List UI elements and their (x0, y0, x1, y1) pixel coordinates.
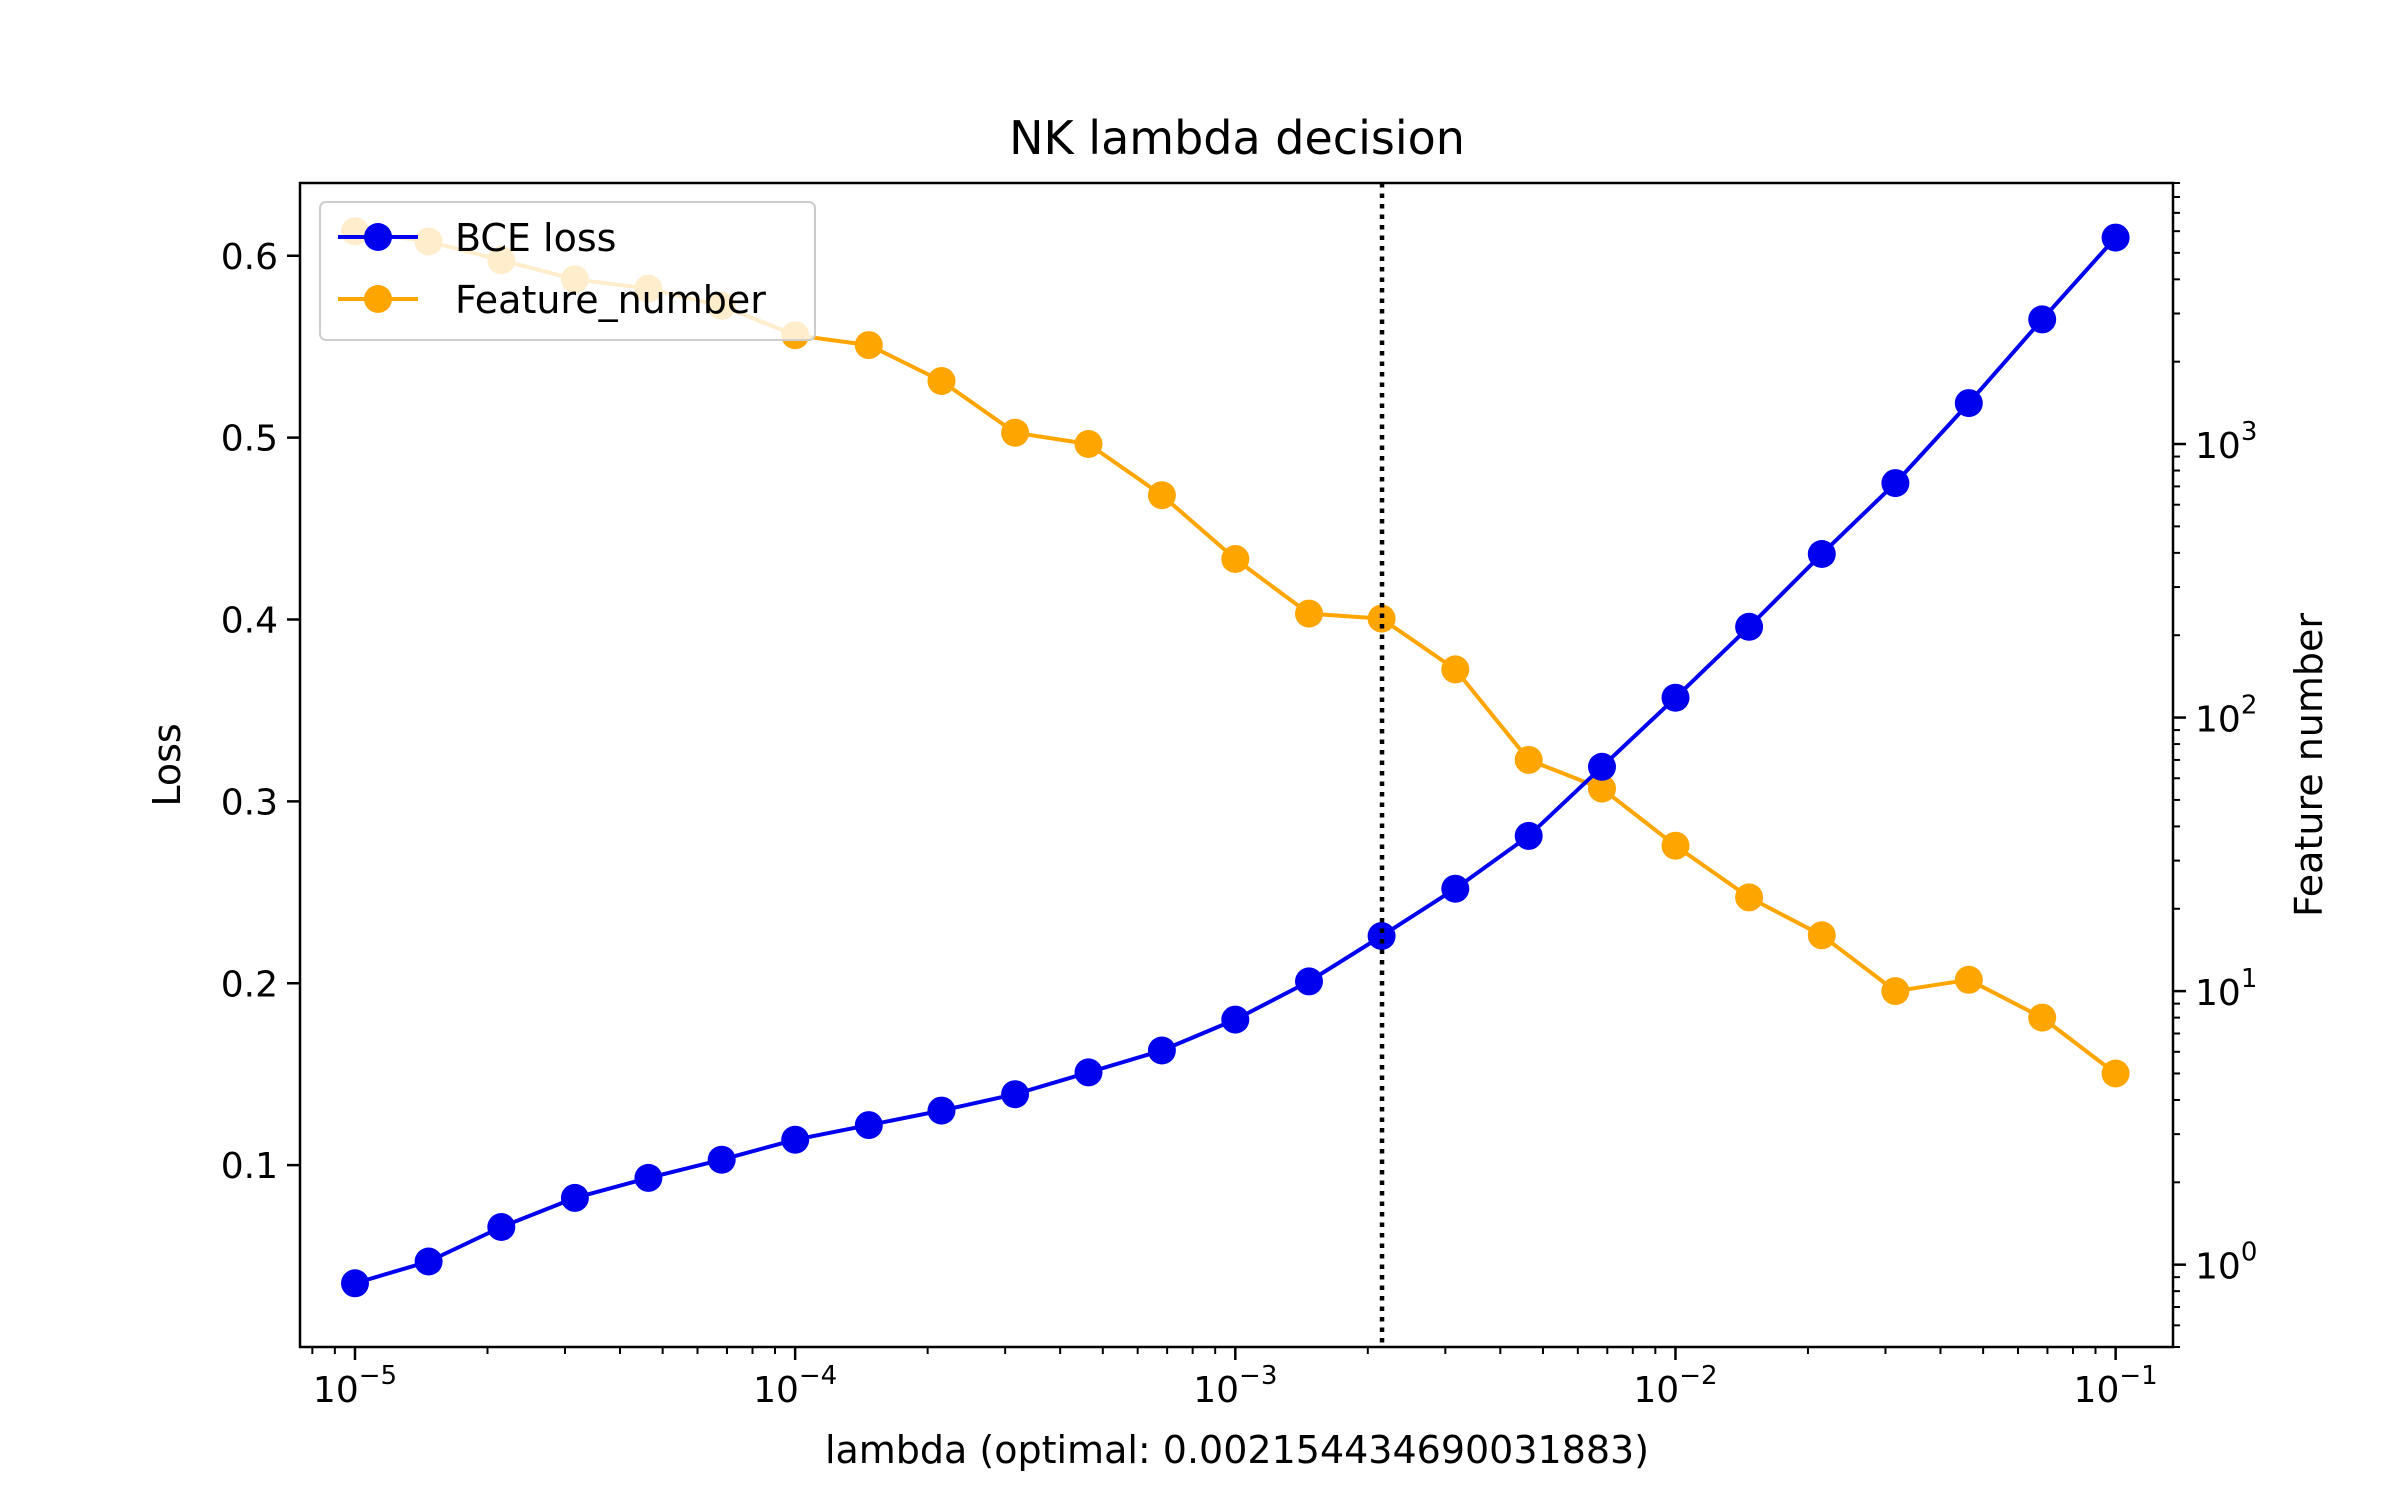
data-point-bce-loss (560, 1183, 589, 1212)
data-point-feature-number (1001, 418, 1030, 447)
data-point-feature-number (1074, 430, 1103, 458)
y-tick-label: 0.2 (221, 964, 278, 1005)
data-point-feature-number (1295, 599, 1323, 628)
y-tick-label: 0.3 (221, 782, 278, 823)
data-point-bce-loss (927, 1096, 956, 1125)
data-point-bce-loss (1295, 967, 1323, 996)
data-point-bce-loss (341, 1269, 369, 1298)
data-point-feature-number (1881, 977, 1910, 1006)
legend-label-bce-loss: BCE loss (455, 216, 616, 260)
chart-title: NK lambda decision (1009, 111, 1465, 165)
data-point-bce-loss (1807, 540, 1836, 568)
data-point-feature-number (1807, 921, 1836, 950)
data-point-feature-number (1514, 745, 1543, 774)
y-tick-label: 0.4 (221, 601, 278, 642)
x-axis-label: lambda (optimal: 0.002154434690031883) (825, 1428, 1649, 1472)
x-tick-label: 10−4 (753, 1361, 837, 1411)
data-point-bce-loss (707, 1145, 736, 1174)
data-point-bce-loss (634, 1163, 663, 1192)
data-point-feature-number (1221, 545, 1250, 573)
data-point-bce-loss (487, 1213, 516, 1241)
legend-label-feature-number: Feature_number (455, 278, 766, 322)
data-point-bce-loss (1514, 821, 1543, 850)
data-point-feature-number (1661, 831, 1690, 860)
y2-tick-label: 100 (2195, 1238, 2257, 1288)
data-point-feature-number (854, 331, 883, 360)
data-point-bce-loss (1441, 874, 1470, 903)
y2-tick-label: 103 (2195, 417, 2257, 467)
data-point-bce-loss (414, 1247, 443, 1276)
legend-box (319, 201, 816, 341)
legend-marker-feature-number (364, 285, 392, 313)
y-axis-label: Loss (145, 723, 189, 806)
data-point-bce-loss (781, 1125, 810, 1154)
y2-axis-label: Feature number (2287, 613, 2331, 917)
data-point-bce-loss (1954, 389, 1983, 418)
data-point-bce-loss (1074, 1058, 1103, 1087)
data-point-feature-number (1588, 774, 1616, 803)
data-point-bce-loss (854, 1111, 883, 1140)
y-tick-label: 0.5 (221, 419, 278, 460)
data-point-bce-loss (1221, 1005, 1250, 1034)
legend-marker-bce-loss (364, 223, 392, 251)
data-point-feature-number (927, 367, 956, 395)
data-point-bce-loss (1661, 683, 1690, 712)
data-point-feature-number (1735, 883, 1764, 912)
y-tick-label: 0.6 (221, 237, 278, 278)
data-point-feature-number (1954, 965, 1983, 994)
data-point-feature-number (2028, 1003, 2057, 1032)
data-point-bce-loss (1001, 1080, 1030, 1109)
legend: BCE loss Feature_number (319, 201, 816, 341)
data-point-bce-loss (1367, 922, 1396, 950)
data-point-bce-loss (1735, 612, 1764, 641)
y-tick-label: 0.1 (221, 1146, 278, 1187)
data-point-bce-loss (2028, 305, 2057, 334)
data-point-feature-number (1147, 481, 1176, 510)
data-point-bce-loss (1588, 752, 1616, 781)
data-point-bce-loss (1147, 1036, 1176, 1065)
data-point-feature-number (1441, 655, 1470, 684)
data-point-feature-number (1367, 604, 1396, 633)
data-point-feature-number (2101, 1059, 2130, 1088)
y-axis-left: 0.1 0.2 0.3 0.4 0.5 0.6 (221, 237, 300, 1187)
data-point-bce-loss (2101, 223, 2130, 252)
data-point-bce-loss (1881, 469, 1910, 498)
